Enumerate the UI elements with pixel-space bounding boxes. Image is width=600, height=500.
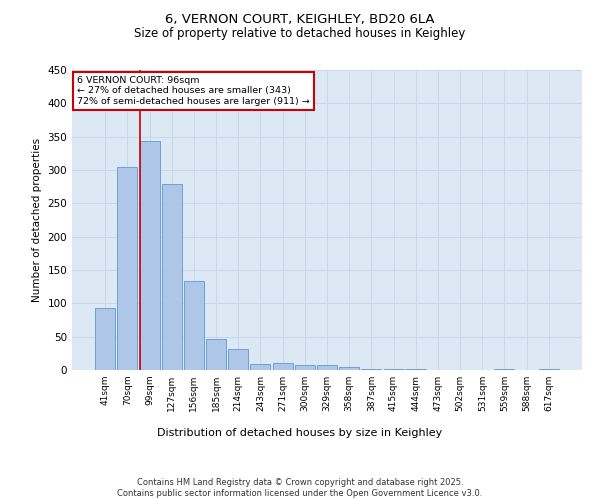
Bar (162, 184, 182, 370)
Text: 6, VERNON COURT, KEIGHLEY, BD20 6LA: 6, VERNON COURT, KEIGHLEY, BD20 6LA (165, 12, 435, 26)
Bar (383, 368, 404, 370)
Text: Contains HM Land Registry data © Crown copyright and database right 2025.
Contai: Contains HM Land Registry data © Crown c… (118, 478, 482, 498)
Bar (295, 364, 315, 370)
Bar (272, 364, 293, 370)
Bar (339, 368, 359, 370)
Text: 6 VERNON COURT: 96sqm
← 27% of detached houses are smaller (343)
72% of semi-det: 6 VERNON COURT: 96sqm ← 27% of detached … (77, 76, 310, 106)
Bar (250, 364, 271, 370)
Bar (539, 368, 559, 370)
Text: Distribution of detached houses by size in Keighley: Distribution of detached houses by size … (157, 428, 443, 438)
Bar (118, 166, 137, 370)
Y-axis label: Number of detached properties: Number of detached properties (32, 138, 42, 302)
Text: Size of property relative to detached houses in Keighley: Size of property relative to detached ho… (134, 28, 466, 40)
Bar (140, 142, 160, 370)
Bar (317, 366, 337, 370)
Bar (228, 350, 248, 370)
Bar (95, 308, 115, 370)
Bar (206, 340, 226, 370)
Bar (184, 282, 204, 370)
